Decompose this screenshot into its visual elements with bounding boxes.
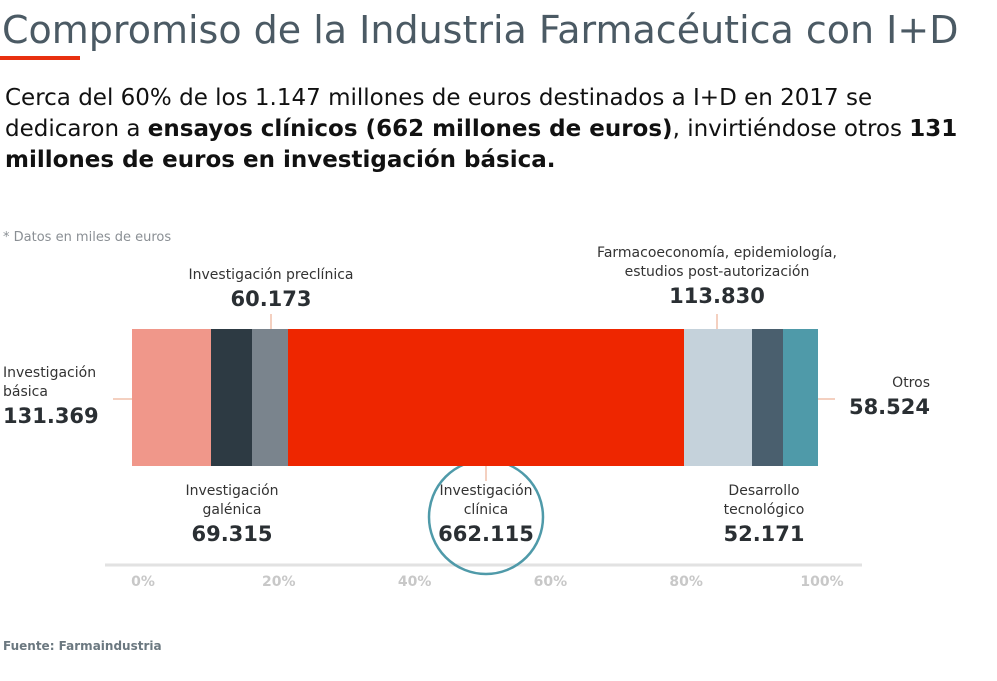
chart-title: Compromiso de la Industria Farmacéutica … [2, 8, 959, 52]
value-label: 69.315 [191, 522, 273, 546]
subtitle-part: ensayos clínicos (662 millones de euros) [147, 116, 673, 142]
subtitle-part: 131 millones de euros en investigación b… [5, 116, 958, 173]
bar-segment [683, 329, 752, 466]
subtitle: Cerca del 60% de los 1.147 millones de e… [5, 83, 965, 176]
value-label: 662.115 [438, 522, 534, 546]
value-label: 52.171 [723, 522, 805, 546]
value-label: 58.524 [848, 395, 930, 419]
bar-segment [132, 329, 211, 466]
value-label: 60.173 [230, 287, 312, 311]
note: * Datos en miles de euros [3, 230, 172, 245]
category-label: Investigación clínica [439, 483, 533, 518]
x-tick-label: 60% [533, 574, 568, 590]
category-label: Farmacoeconomía, epidemiología, estudios… [597, 245, 837, 280]
segment-label: Otros 58.524 [820, 374, 930, 421]
bar-segment [210, 329, 252, 466]
value-label: 131.369 [3, 404, 99, 428]
subtitle-part: , invirtiéndose otros [672, 116, 910, 142]
x-tick-label: 20% [262, 574, 296, 590]
bar-segment [751, 329, 783, 466]
category-label: Investigación galénica [185, 483, 279, 518]
segment-label: Investigación preclínica 60.173 [171, 266, 371, 313]
bar-segment [287, 329, 684, 466]
category-label: Investigación preclínica [188, 267, 354, 283]
segment-label: Investigación galénica 69.315 [172, 482, 292, 548]
value-label: 113.830 [669, 284, 765, 308]
category-label: Otros [892, 375, 930, 391]
subtitle-part: Cerca del 60% de los 1.147 millones de e… [5, 85, 873, 142]
category-label: Desarrollo tecnológico [723, 483, 805, 518]
segment-label: Farmacoeconomía, epidemiología, estudios… [595, 244, 840, 310]
segment-label: Desarrollo tecnológico 52.171 [709, 482, 819, 548]
bar-segment [783, 329, 818, 466]
title-underline [0, 56, 80, 60]
category-label: Investigación básica [3, 365, 97, 400]
segment-label: Investigación básica 131.369 [3, 364, 113, 430]
source: Fuente: Farmaindustria [3, 639, 162, 653]
x-tick-label: 100% [800, 574, 844, 590]
x-tick-label: 80% [669, 574, 703, 590]
segment-label: Investigación clínica 662.115 [431, 482, 541, 548]
bar-segment [251, 329, 288, 466]
x-tick-label: 40% [397, 574, 432, 590]
x-tick-label: 0% [131, 574, 155, 590]
